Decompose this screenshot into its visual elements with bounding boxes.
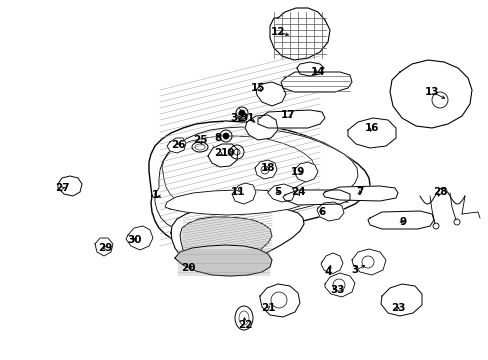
Text: 30: 30 bbox=[127, 235, 142, 245]
Polygon shape bbox=[256, 82, 285, 106]
Polygon shape bbox=[281, 72, 351, 92]
Polygon shape bbox=[207, 144, 238, 167]
Text: 4: 4 bbox=[324, 267, 331, 277]
Text: 21: 21 bbox=[260, 303, 275, 313]
Text: 7: 7 bbox=[356, 187, 363, 197]
Text: 26: 26 bbox=[170, 140, 185, 150]
Text: 23: 23 bbox=[390, 303, 405, 313]
Polygon shape bbox=[171, 207, 304, 266]
Polygon shape bbox=[164, 190, 307, 215]
Text: 32: 32 bbox=[230, 113, 245, 123]
Text: 28: 28 bbox=[432, 187, 447, 197]
Polygon shape bbox=[323, 186, 397, 201]
Text: 25: 25 bbox=[192, 135, 207, 145]
Polygon shape bbox=[149, 121, 369, 244]
Text: 9: 9 bbox=[399, 217, 406, 227]
Polygon shape bbox=[269, 8, 329, 60]
Text: 3: 3 bbox=[351, 265, 358, 275]
Polygon shape bbox=[347, 118, 395, 148]
Polygon shape bbox=[162, 136, 314, 209]
Polygon shape bbox=[267, 184, 294, 202]
Text: 8: 8 bbox=[214, 133, 221, 143]
Text: 16: 16 bbox=[364, 123, 379, 133]
Text: 13: 13 bbox=[424, 87, 438, 97]
Text: 1: 1 bbox=[151, 190, 158, 200]
Circle shape bbox=[239, 110, 244, 116]
Polygon shape bbox=[296, 62, 324, 76]
Text: 24: 24 bbox=[290, 187, 305, 197]
Polygon shape bbox=[155, 127, 357, 233]
Polygon shape bbox=[351, 249, 385, 275]
Text: 22: 22 bbox=[237, 320, 252, 330]
Text: 15: 15 bbox=[250, 83, 264, 93]
Polygon shape bbox=[316, 202, 343, 221]
Text: 14: 14 bbox=[310, 67, 325, 77]
Polygon shape bbox=[175, 245, 271, 276]
Text: 18: 18 bbox=[260, 163, 275, 173]
Polygon shape bbox=[389, 60, 471, 128]
Polygon shape bbox=[325, 273, 354, 297]
Circle shape bbox=[223, 133, 228, 139]
Polygon shape bbox=[58, 176, 82, 196]
Polygon shape bbox=[126, 226, 153, 250]
Polygon shape bbox=[180, 217, 271, 265]
Text: 17: 17 bbox=[280, 110, 295, 120]
Text: 27: 27 bbox=[55, 183, 69, 193]
Polygon shape bbox=[320, 253, 342, 274]
Polygon shape bbox=[283, 190, 349, 205]
Text: 10: 10 bbox=[220, 148, 235, 158]
Polygon shape bbox=[258, 110, 325, 128]
Text: 2: 2 bbox=[214, 148, 221, 158]
Polygon shape bbox=[95, 238, 113, 256]
Text: 31: 31 bbox=[240, 113, 255, 123]
Text: 6: 6 bbox=[318, 207, 325, 217]
Polygon shape bbox=[293, 162, 317, 182]
Polygon shape bbox=[244, 115, 278, 140]
Text: 20: 20 bbox=[181, 263, 195, 273]
Text: 19: 19 bbox=[290, 167, 305, 177]
Text: 11: 11 bbox=[230, 187, 245, 197]
Polygon shape bbox=[167, 138, 185, 153]
Polygon shape bbox=[367, 211, 433, 229]
Polygon shape bbox=[260, 284, 299, 317]
Text: 33: 33 bbox=[330, 285, 345, 295]
Polygon shape bbox=[254, 160, 276, 179]
Text: 29: 29 bbox=[98, 243, 112, 253]
Polygon shape bbox=[380, 284, 421, 316]
Text: 12: 12 bbox=[270, 27, 285, 37]
Text: 5: 5 bbox=[274, 187, 281, 197]
Polygon shape bbox=[231, 183, 256, 204]
